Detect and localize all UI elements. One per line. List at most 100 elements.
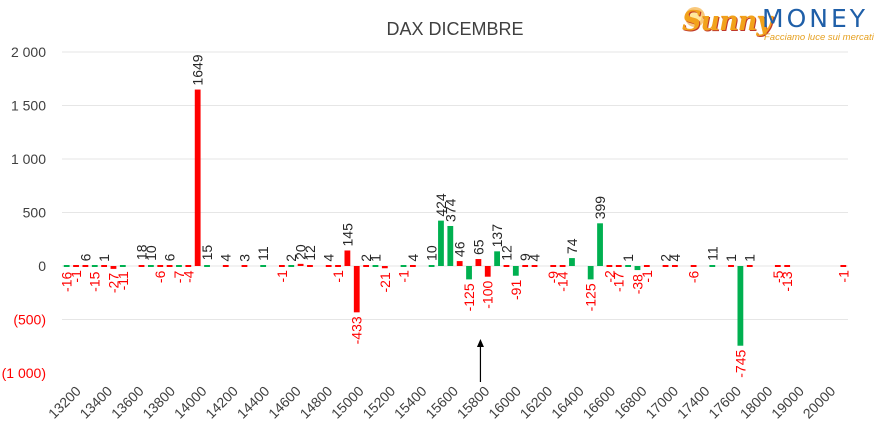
data-label: -4 bbox=[180, 270, 196, 283]
data-label: 424 bbox=[433, 193, 449, 217]
bar bbox=[73, 265, 79, 267]
x-tick-label: 14200 bbox=[202, 383, 241, 422]
data-label: 65 bbox=[470, 239, 486, 255]
bar bbox=[438, 220, 444, 266]
data-label: -6 bbox=[152, 270, 168, 283]
data-label: -11 bbox=[115, 271, 131, 290]
annotation-arrow-icon bbox=[476, 339, 484, 347]
bar bbox=[185, 265, 192, 267]
bar bbox=[381, 266, 388, 269]
bar bbox=[297, 263, 304, 266]
x-tick-label: 19000 bbox=[768, 383, 807, 422]
bar bbox=[709, 265, 716, 267]
bar bbox=[409, 265, 416, 267]
data-label: 20 bbox=[293, 244, 309, 260]
data-label: 12 bbox=[498, 245, 514, 261]
x-tick-label: 16600 bbox=[579, 383, 618, 422]
data-label: -21 bbox=[377, 272, 393, 292]
x-tick-label: 16200 bbox=[517, 383, 556, 422]
sunny-money-logo: Sunny MONEY Facciamo luce sui mercati bbox=[682, 4, 874, 43]
data-label: -17 bbox=[611, 272, 627, 292]
x-tick-label: 15000 bbox=[328, 383, 367, 422]
x-tick-label: 17000 bbox=[642, 383, 681, 422]
bar bbox=[325, 265, 332, 267]
data-label: 1649 bbox=[190, 54, 206, 85]
data-label: 11 bbox=[704, 246, 720, 261]
data-label: 3 bbox=[236, 254, 252, 262]
bar bbox=[475, 259, 482, 266]
x-tick-label: 15800 bbox=[454, 383, 493, 422]
x-tick-label: 15600 bbox=[422, 383, 461, 422]
data-label: -5 bbox=[770, 270, 786, 283]
data-label: 2 bbox=[283, 254, 299, 262]
bar bbox=[138, 265, 145, 267]
bar bbox=[363, 265, 370, 267]
data-label: 10 bbox=[424, 245, 440, 261]
data-label: 4 bbox=[667, 254, 683, 262]
data-label: 1 bbox=[96, 254, 112, 262]
bar bbox=[241, 265, 248, 267]
bar bbox=[643, 265, 650, 267]
bar bbox=[372, 265, 379, 267]
data-label: -38 bbox=[629, 274, 645, 294]
data-label: 11 bbox=[255, 246, 271, 261]
bar bbox=[278, 265, 285, 267]
data-label: -27 bbox=[105, 273, 121, 293]
x-tick-label: 15200 bbox=[359, 383, 398, 422]
data-label: 6 bbox=[77, 253, 93, 261]
bar bbox=[840, 265, 847, 267]
x-tick-label: 13800 bbox=[139, 383, 178, 422]
bar bbox=[531, 265, 538, 267]
bar bbox=[288, 265, 295, 267]
bar bbox=[147, 265, 154, 267]
bar bbox=[746, 265, 753, 267]
bar bbox=[119, 265, 126, 267]
y-tick-label: (500) bbox=[13, 312, 46, 328]
data-label: -7 bbox=[171, 271, 187, 284]
x-tick-label: 17600 bbox=[705, 383, 744, 422]
bar bbox=[260, 265, 267, 267]
bar bbox=[512, 266, 519, 276]
data-label: 1 bbox=[620, 254, 636, 262]
bar bbox=[204, 265, 210, 267]
y-tick-label: 500 bbox=[23, 205, 47, 221]
x-tick-label: 16000 bbox=[485, 383, 524, 422]
bar bbox=[82, 265, 89, 267]
data-label: -15 bbox=[87, 271, 103, 291]
data-label: -1 bbox=[274, 270, 290, 283]
data-label: -1 bbox=[639, 270, 655, 283]
data-label: -100 bbox=[480, 280, 496, 308]
bar bbox=[400, 265, 407, 267]
bar bbox=[63, 265, 70, 267]
bar bbox=[166, 265, 173, 267]
data-label: 374 bbox=[442, 198, 458, 222]
bar bbox=[494, 251, 501, 266]
bar bbox=[344, 250, 351, 266]
bar bbox=[634, 266, 641, 271]
x-tick-label: 16400 bbox=[548, 383, 587, 422]
data-label: 4 bbox=[527, 254, 543, 262]
x-tick-label: 16800 bbox=[611, 383, 650, 422]
bar bbox=[335, 265, 341, 267]
bar bbox=[662, 265, 669, 267]
data-label: -9 bbox=[545, 271, 561, 284]
data-label: -125 bbox=[583, 283, 599, 311]
bar bbox=[101, 265, 108, 267]
y-tick-label: (1 000) bbox=[2, 365, 46, 381]
bar bbox=[222, 265, 229, 267]
bar bbox=[110, 266, 117, 269]
x-tick-label: 13200 bbox=[45, 383, 84, 422]
chart-title: DAX DICEMBRE bbox=[386, 19, 523, 39]
data-label: -745 bbox=[732, 350, 748, 378]
x-tick-label: 13600 bbox=[108, 383, 147, 422]
bar bbox=[615, 265, 622, 267]
bar bbox=[503, 265, 510, 267]
data-label: 137 bbox=[489, 224, 505, 248]
bar bbox=[428, 265, 435, 267]
data-label: 4 bbox=[321, 254, 337, 262]
data-label: -2 bbox=[601, 270, 617, 283]
x-tick-label: 14400 bbox=[234, 383, 273, 422]
data-label: -1 bbox=[835, 270, 851, 283]
data-label: 74 bbox=[564, 238, 580, 254]
